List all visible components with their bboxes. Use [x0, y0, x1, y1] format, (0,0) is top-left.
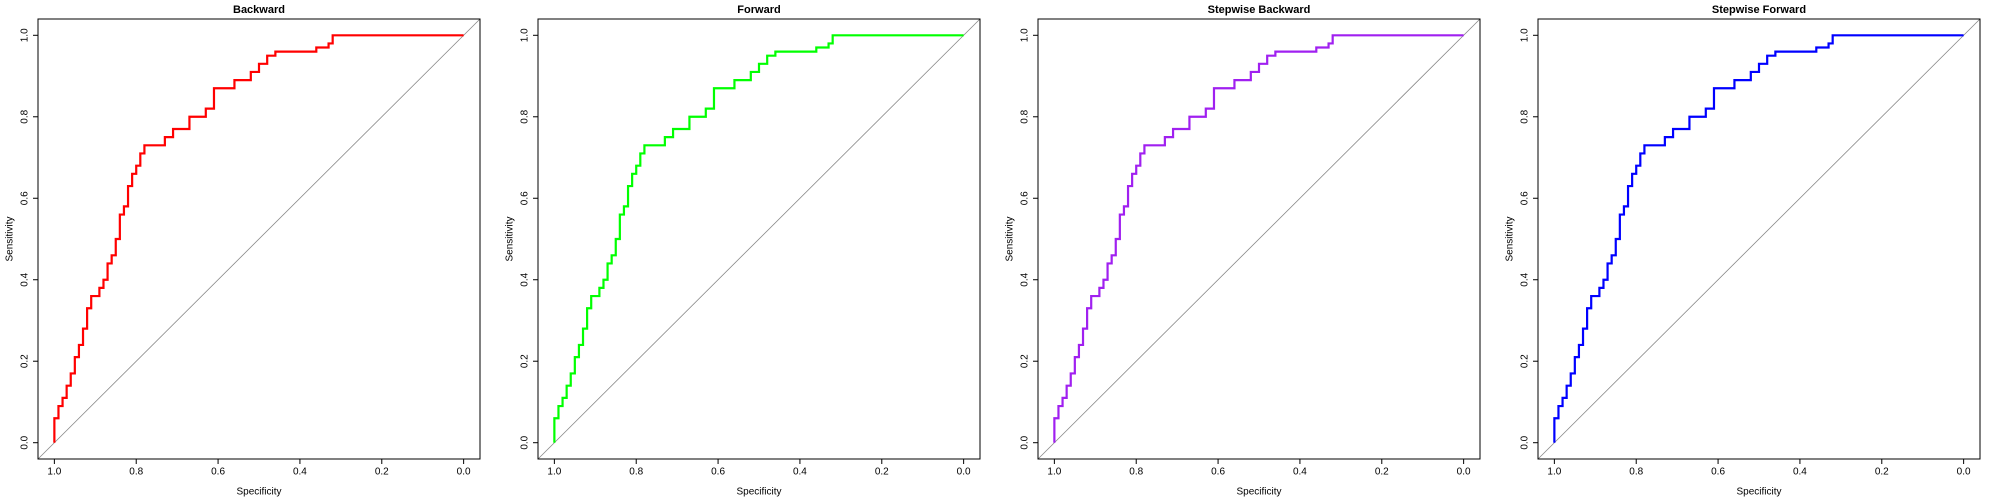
- y-tick-label: 0.0: [20, 435, 31, 449]
- reference-diagonal: [37, 18, 481, 460]
- panel-title: Backward: [233, 4, 285, 16]
- y-tick-label: 0.4: [20, 272, 31, 286]
- y-tick-label: 1.0: [1020, 28, 1031, 42]
- y-tick-label: 0.8: [1520, 109, 1531, 123]
- y-axis-label: Sensitivity: [1005, 216, 1016, 261]
- x-tick-label: 0.8: [1629, 467, 1643, 478]
- x-axis-label: Specificity: [236, 487, 281, 498]
- x-tick-label: 0.2: [375, 467, 389, 478]
- plot-frame: [37, 18, 481, 460]
- y-tick-label: 0.4: [1520, 272, 1531, 286]
- x-axis-label: Specificity: [1736, 487, 1781, 498]
- x-tick-label: 0.6: [211, 467, 225, 478]
- y-tick-label: 0.0: [520, 435, 531, 449]
- y-tick-label: 1.0: [520, 28, 531, 42]
- plot-frame: [537, 18, 981, 460]
- y-tick-label: 0.0: [1020, 435, 1031, 449]
- y-tick-label: 0.2: [1520, 354, 1531, 368]
- x-tick-label: 0.0: [957, 467, 971, 478]
- y-tick-label: 0.4: [520, 272, 531, 286]
- roc-curve: [553, 34, 964, 443]
- reference-diagonal: [537, 18, 981, 460]
- panel-title: Stepwise Forward: [1712, 4, 1806, 16]
- panel: Stepwise Backward 1.0 0.8 0.6 0.4 0.2 0.0 0.0 0.…: [1005, 4, 1481, 498]
- x-axis-label: Specificity: [736, 487, 781, 498]
- y-tick-label: 1.0: [20, 28, 31, 42]
- x-tick-label: 0.4: [1793, 467, 1807, 478]
- roc-curve: [53, 34, 464, 443]
- y-tick-label: 0.6: [1520, 191, 1531, 205]
- x-tick-label: 1.0: [47, 467, 61, 478]
- y-tick-label: 0.4: [1020, 272, 1031, 286]
- y-axis-label: Sensitivity: [505, 216, 516, 261]
- x-tick-label: 0.2: [1875, 467, 1889, 478]
- y-tick-label: 0.6: [1020, 191, 1031, 205]
- y-axis-label: Sensitivity: [5, 216, 16, 261]
- y-tick-label: 0.2: [20, 354, 31, 368]
- y-tick-label: 0.6: [20, 191, 31, 205]
- y-tick-label: 1.0: [1520, 28, 1531, 42]
- x-tick-label: 0.2: [875, 467, 889, 478]
- reference-diagonal: [1537, 18, 1981, 460]
- x-tick-label: 0.4: [793, 467, 807, 478]
- y-axis-label: Sensitivity: [1505, 216, 1516, 261]
- x-tick-label: 0.8: [1129, 467, 1143, 478]
- panel: Stepwise Forward 1.0 0.8 0.6 0.4 0.2 0.0 0.0 0.2…: [1505, 4, 1981, 498]
- panel-title: Forward: [737, 4, 780, 16]
- y-tick-label: 0.2: [520, 354, 531, 368]
- y-tick-label: 0.6: [520, 191, 531, 205]
- y-tick-label: 0.8: [520, 109, 531, 123]
- roc-curve: [1553, 34, 1964, 443]
- x-tick-label: 0.8: [629, 467, 643, 478]
- y-tick-label: 0.2: [1020, 354, 1031, 368]
- x-axis-label: Specificity: [1236, 487, 1281, 498]
- roc-curve: [1053, 34, 1464, 443]
- x-tick-label: 0.8: [129, 467, 143, 478]
- panel-title: Stepwise Backward: [1208, 4, 1311, 16]
- x-tick-label: 0.0: [1457, 467, 1471, 478]
- x-tick-label: 0.6: [1711, 467, 1725, 478]
- x-tick-label: 0.6: [711, 467, 725, 478]
- y-tick-label: 0.0: [1520, 435, 1531, 449]
- panel: Forward 1.0 0.8 0.6 0.4 0.2 0.0 0.0 0.2 0.4 0.6 0.8…: [505, 4, 981, 498]
- plot-frame: [1037, 18, 1481, 460]
- x-tick-label: 0.0: [1957, 467, 1971, 478]
- x-tick-label: 0.6: [1211, 467, 1225, 478]
- x-tick-label: 0.2: [1375, 467, 1389, 478]
- plot-frame: [1537, 18, 1981, 460]
- reference-diagonal: [1037, 18, 1481, 460]
- panel: Backward 1.0 0.8 0.6 0.4 0.2 0.0 0.0 0.2 0.4 0.6 0.…: [5, 4, 481, 498]
- x-tick-label: 0.0: [457, 467, 471, 478]
- y-tick-label: 0.8: [1020, 109, 1031, 123]
- x-tick-label: 0.4: [1293, 467, 1307, 478]
- x-tick-label: 1.0: [1047, 467, 1061, 478]
- x-tick-label: 1.0: [1547, 467, 1561, 478]
- x-tick-label: 0.4: [293, 467, 307, 478]
- y-tick-label: 0.8: [20, 109, 31, 123]
- x-tick-label: 1.0: [547, 467, 561, 478]
